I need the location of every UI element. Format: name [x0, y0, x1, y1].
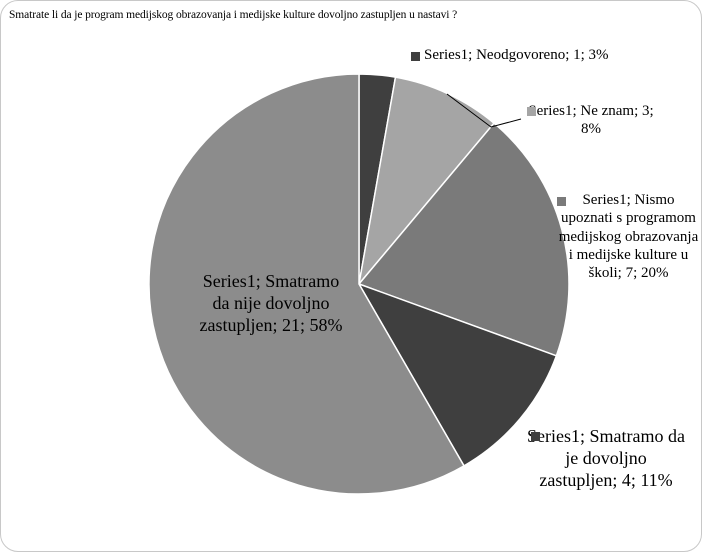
chart-title: Smatrate li da je program medijskog obra…: [9, 9, 458, 21]
data-label: Series1; Smatramo da je dovoljno zastupl…: [527, 426, 685, 490]
data-label: Series1; Nismo upoznati s programom medi…: [558, 192, 699, 282]
leader-line: [446, 93, 522, 128]
pie-slice: [357, 76, 496, 287]
data-label: Series1; Neodgovoreno; 1; 3%: [424, 47, 609, 63]
data-label: Series1; Smatramo da nije dovoljno zastu…: [199, 271, 343, 335]
pie-slice: [357, 122, 570, 357]
label-key: [557, 197, 566, 206]
pie-slice: [357, 282, 558, 467]
label-key: [527, 107, 536, 116]
data-label: Series1; Ne znam; 3; 8%: [528, 103, 654, 138]
pie-slice: [148, 73, 466, 495]
label-key: [531, 432, 540, 441]
label-key: [411, 52, 420, 61]
